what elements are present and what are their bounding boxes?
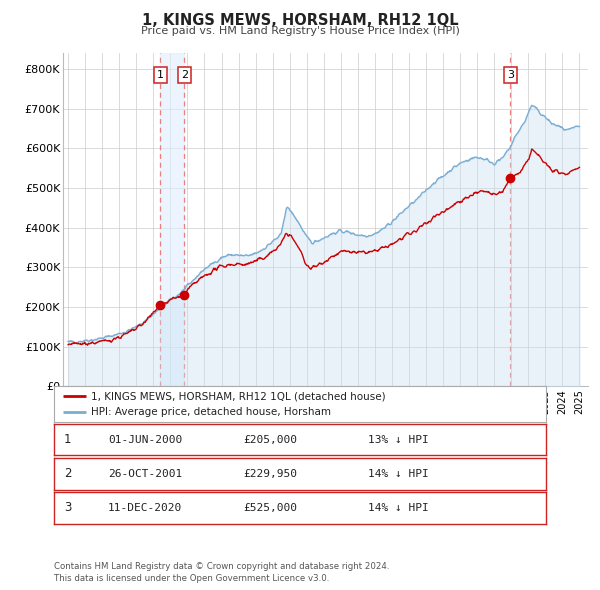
Text: 01-JUN-2000: 01-JUN-2000 — [108, 435, 182, 444]
Text: Price paid vs. HM Land Registry's House Price Index (HPI): Price paid vs. HM Land Registry's House … — [140, 26, 460, 36]
Text: This data is licensed under the Open Government Licence v3.0.: This data is licensed under the Open Gov… — [54, 574, 329, 583]
Text: 2: 2 — [181, 70, 188, 80]
Text: 3: 3 — [64, 502, 71, 514]
Text: 13% ↓ HPI: 13% ↓ HPI — [368, 435, 429, 444]
Text: 26-OCT-2001: 26-OCT-2001 — [108, 469, 182, 478]
Text: 3: 3 — [507, 70, 514, 80]
Bar — [160, 53, 184, 386]
Text: £525,000: £525,000 — [244, 503, 298, 513]
Text: 2: 2 — [64, 467, 71, 480]
Text: £229,950: £229,950 — [244, 469, 298, 478]
Text: 14% ↓ HPI: 14% ↓ HPI — [368, 469, 429, 478]
Text: 14% ↓ HPI: 14% ↓ HPI — [368, 503, 429, 513]
Text: 1: 1 — [157, 70, 164, 80]
Text: Contains HM Land Registry data © Crown copyright and database right 2024.: Contains HM Land Registry data © Crown c… — [54, 562, 389, 571]
Text: £205,000: £205,000 — [244, 435, 298, 444]
Text: 1, KINGS MEWS, HORSHAM, RH12 1QL: 1, KINGS MEWS, HORSHAM, RH12 1QL — [142, 13, 458, 28]
Text: HPI: Average price, detached house, Horsham: HPI: Average price, detached house, Hors… — [91, 407, 331, 417]
Text: 1: 1 — [64, 433, 71, 446]
Text: 11-DEC-2020: 11-DEC-2020 — [108, 503, 182, 513]
Text: 1, KINGS MEWS, HORSHAM, RH12 1QL (detached house): 1, KINGS MEWS, HORSHAM, RH12 1QL (detach… — [91, 391, 386, 401]
